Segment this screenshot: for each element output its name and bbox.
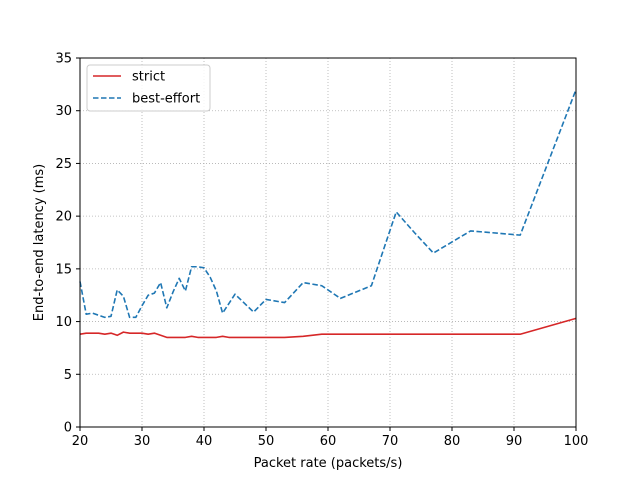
x-tick-label: 40 xyxy=(196,434,213,449)
x-tick-label: 100 xyxy=(564,434,589,449)
y-tick-label: 0 xyxy=(64,421,72,436)
x-tick-label: 20 xyxy=(72,434,89,449)
legend-label: strict xyxy=(132,70,165,85)
y-tick-label: 35 xyxy=(55,52,72,67)
y-axis-label: End-to-end latency (ms) xyxy=(32,164,47,321)
plot-frame xyxy=(79,57,577,428)
axis-ticks: 20 30 40 50 60 70 80 90 100 0 5 10 15 20 25 30 35 xyxy=(55,52,588,450)
legend-label: best-effort xyxy=(132,92,200,107)
legend: strict best-effort xyxy=(86,64,211,112)
series-line-strict xyxy=(79,317,577,339)
x-tick-label: 90 xyxy=(506,434,523,449)
y-tick-label: 25 xyxy=(55,157,72,172)
series-line-best-effort xyxy=(79,89,577,319)
x-tick-label: 80 xyxy=(444,434,461,449)
x-tick-label: 30 xyxy=(134,434,151,449)
x-tick-label: 60 xyxy=(320,434,337,449)
series-layer xyxy=(79,89,577,339)
y-tick-label: 10 xyxy=(55,315,72,330)
y-tick-label: 5 xyxy=(64,368,72,383)
y-tick-label: 30 xyxy=(55,104,72,119)
x-axis-label: Packet rate (packets/s) xyxy=(254,456,403,471)
y-tick-label: 15 xyxy=(55,262,72,277)
x-tick-label: 70 xyxy=(382,434,399,449)
x-tick-label: 50 xyxy=(258,434,275,449)
y-tick-label: 20 xyxy=(55,210,72,225)
grid-lines xyxy=(79,57,577,428)
